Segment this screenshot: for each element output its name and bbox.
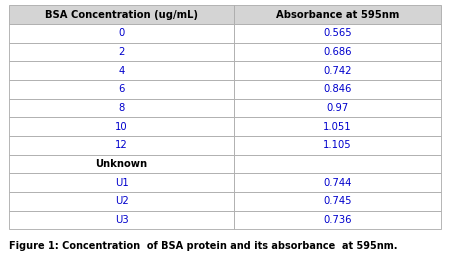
Bar: [234, 98, 441, 117]
Text: Figure 1: Concentration  of BSA protein and its absorbance  at 595nm.: Figure 1: Concentration of BSA protein a…: [9, 241, 397, 251]
Text: 0.745: 0.745: [323, 196, 352, 206]
Text: 0: 0: [118, 28, 125, 38]
Bar: [9, 61, 234, 80]
Bar: [9, 42, 234, 61]
Bar: [234, 155, 441, 173]
Bar: [9, 155, 234, 173]
Text: 0.742: 0.742: [323, 66, 352, 76]
Text: 12: 12: [115, 140, 128, 150]
Text: Unknown: Unknown: [95, 159, 148, 169]
Text: 10: 10: [115, 121, 128, 132]
Bar: [234, 5, 441, 24]
Text: 8: 8: [118, 103, 125, 113]
Bar: [234, 192, 441, 211]
Bar: [9, 24, 234, 42]
Text: U3: U3: [115, 215, 128, 225]
Text: BSA Concentration (ug/mL): BSA Concentration (ug/mL): [45, 10, 198, 19]
Text: Absorbance at 595nm: Absorbance at 595nm: [276, 10, 399, 19]
Bar: [9, 98, 234, 117]
Text: 0.846: 0.846: [323, 84, 352, 94]
Bar: [9, 192, 234, 211]
Bar: [234, 42, 441, 61]
Bar: [9, 5, 234, 24]
Text: 2: 2: [118, 47, 125, 57]
Text: 1.105: 1.105: [323, 140, 352, 150]
Bar: [9, 80, 234, 98]
Text: 1.051: 1.051: [323, 121, 352, 132]
Text: 0.744: 0.744: [323, 177, 352, 188]
Bar: [234, 211, 441, 229]
Text: 4: 4: [118, 66, 125, 76]
Bar: [9, 173, 234, 192]
Text: 0.565: 0.565: [323, 28, 352, 38]
Bar: [234, 117, 441, 136]
Bar: [234, 80, 441, 98]
Bar: [9, 211, 234, 229]
Bar: [234, 173, 441, 192]
Text: 0.686: 0.686: [323, 47, 352, 57]
Bar: [234, 24, 441, 42]
Bar: [9, 117, 234, 136]
Text: U1: U1: [115, 177, 128, 188]
Text: 0.97: 0.97: [326, 103, 349, 113]
Text: 0.736: 0.736: [323, 215, 352, 225]
Bar: [234, 136, 441, 155]
Text: 6: 6: [118, 84, 125, 94]
Bar: [234, 61, 441, 80]
Bar: [9, 136, 234, 155]
Text: U2: U2: [115, 196, 128, 206]
